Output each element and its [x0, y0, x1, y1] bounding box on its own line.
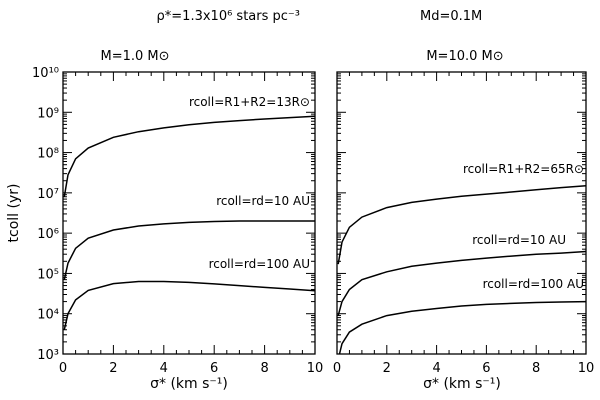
series-label-65rsun: rcoll=R1+R2=65R⊙ — [463, 162, 584, 176]
x-tick-label-left: 4 — [160, 361, 168, 376]
series-line-left-0 — [63, 115, 316, 197]
x-tick-label-right: 6 — [482, 361, 490, 376]
y-tick-label-left: 10⁴ — [37, 308, 59, 323]
panel-left-ylabel: tcoll (yr) — [6, 184, 22, 243]
panel-right-ticks: 0 2 4 6 8 10 — [333, 71, 595, 376]
panel-left-title: M=1.0 M⊙ — [100, 49, 169, 64]
x-tick-label-left: 0 — [59, 361, 67, 376]
series-label-10au-right: rcoll=rd=10 AU — [472, 233, 566, 247]
x-tick-label-right: 4 — [432, 361, 440, 376]
panel-right-xlabel: σ* (km s⁻¹) — [423, 376, 501, 392]
series-line-right-0 — [337, 185, 587, 265]
series-label-100au-left: rcoll=rd=100 AU — [209, 257, 310, 271]
series-label-10au-left: rcoll=rd=10 AU — [216, 194, 310, 208]
panel-left-ticks: 0 2 4 6 8 10 10³ 10⁴ 10⁵ 10⁶ 10⁷ 10⁸ 10⁹ 10¹⁰ — [32, 66, 323, 376]
series-line-right-2 — [338, 300, 587, 355]
panel-right-title: M=10.0 M⊙ — [426, 49, 503, 64]
y-tick-label-left: 10⁶ — [37, 227, 59, 242]
y-tick-label-left: 10¹⁰ — [32, 66, 59, 81]
figure-header-disk-mass: Md=0.1M — [420, 9, 482, 24]
y-tick-label-left: 10³ — [37, 348, 59, 363]
y-tick-label-left: 10⁹ — [37, 106, 59, 121]
y-tick-label-left: 10⁷ — [37, 187, 59, 202]
y-tick-label-left: 10⁸ — [37, 147, 59, 162]
panel-right-curves — [337, 185, 587, 355]
x-tick-label-right: 0 — [333, 361, 341, 376]
x-tick-label-left: 8 — [260, 361, 268, 376]
figure-header-density: ρ*=1.3x10⁶ stars pc⁻³ — [157, 9, 300, 24]
panel-left-curves — [63, 115, 316, 330]
series-line-right-1 — [337, 250, 587, 316]
series-label-100au-right: rcoll=rd=100 AU — [483, 277, 584, 291]
series-line-left-1 — [63, 220, 315, 280]
panel-right: M=10.0 M⊙ σ* (km s⁻¹) 0 2 4 6 8 10 rcoll=R1+R… — [333, 49, 594, 392]
series-label-13rsun: rcoll=R1+R2=13R⊙ — [189, 95, 310, 109]
x-tick-label-left: 6 — [210, 361, 218, 376]
x-tick-label-left: 2 — [109, 361, 117, 376]
panel-left: M=1.0 M⊙ tcoll (yr) σ* (km s⁻¹) 0 2 4 6 8 10 1… — [6, 49, 323, 392]
x-tick-label-right: 2 — [383, 361, 391, 376]
series-line-left-2 — [63, 280, 316, 330]
x-tick-label-left: 10 — [307, 361, 324, 376]
y-tick-label-left: 10⁵ — [37, 267, 59, 282]
x-tick-label-right: 10 — [578, 361, 595, 376]
x-tick-label-right: 8 — [532, 361, 540, 376]
panel-left-frame — [62, 71, 316, 355]
panel-left-xlabel: σ* (km s⁻¹) — [150, 376, 228, 392]
